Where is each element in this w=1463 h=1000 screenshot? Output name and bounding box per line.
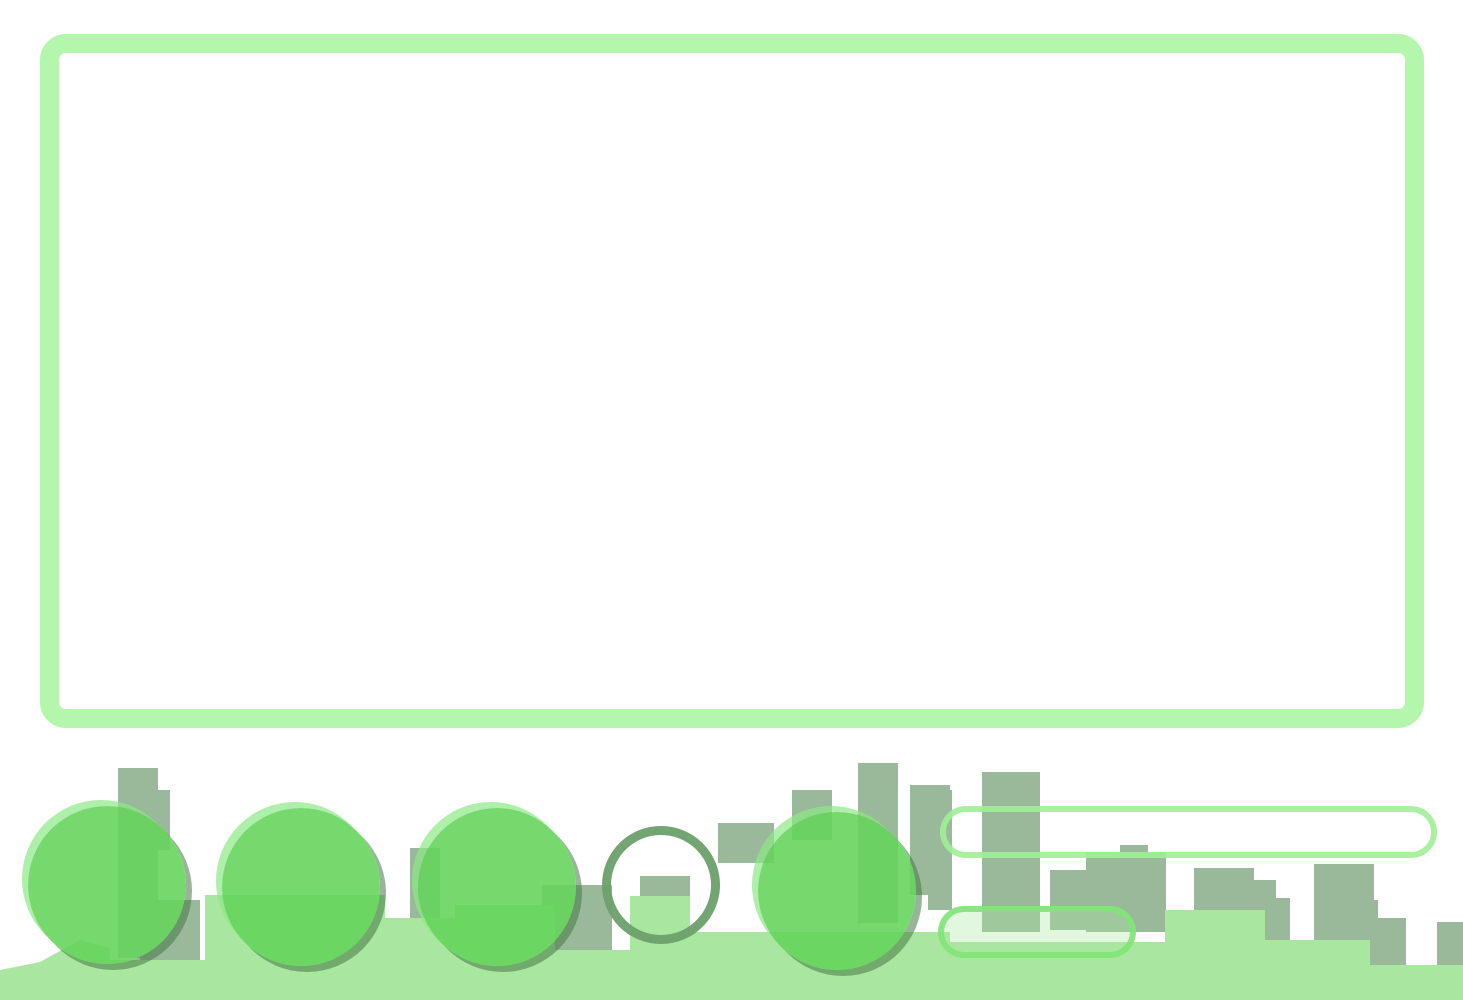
pill-button-bottom[interactable] — [938, 906, 1136, 958]
round-button-1[interactable] — [28, 806, 186, 964]
pill-button-top[interactable] — [940, 806, 1437, 858]
round-button-5[interactable] — [758, 812, 916, 970]
round-button-4-outline[interactable] — [602, 826, 720, 944]
round-button-2[interactable] — [222, 808, 380, 966]
main-display-panel — [40, 34, 1424, 728]
round-button-3[interactable] — [418, 808, 576, 966]
